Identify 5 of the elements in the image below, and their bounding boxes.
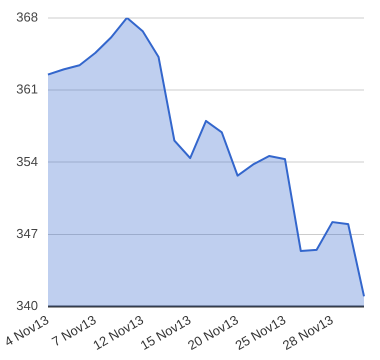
y-tick-label: 347 [16, 226, 38, 242]
y-tick-label: 361 [16, 82, 38, 97]
y-tick-label: 368 [16, 9, 38, 24]
y-tick-label: 354 [16, 154, 38, 169]
y-tick-label: 340 [16, 298, 38, 314]
